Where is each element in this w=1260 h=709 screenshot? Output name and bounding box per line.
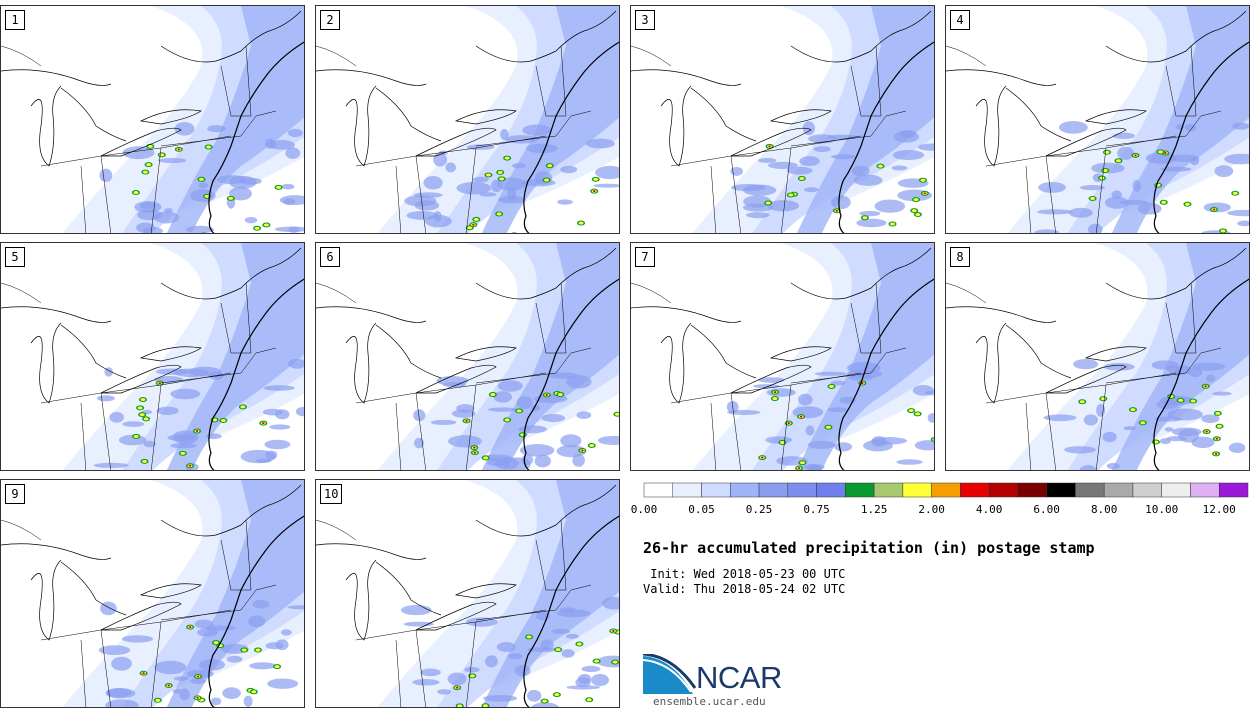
colorbar-tick-label: 10.00: [1145, 503, 1179, 516]
colorbar-swatch: [643, 482, 674, 498]
valid-time: Valid: Thu 2018-05-24 02 UTC: [643, 582, 846, 596]
member-panel-6: 6: [315, 242, 620, 471]
ncar-logo-text: NCAR: [696, 660, 782, 695]
chart-title: 26-hr accumulated precipitation (in) pos…: [643, 539, 1095, 557]
colorbar-swatch: [1132, 482, 1162, 498]
precip-map: [316, 480, 619, 707]
colorbar-swatch: [730, 482, 760, 498]
colorbar-tick-label: 0.25: [745, 503, 773, 516]
member-label: 4: [950, 10, 970, 30]
colorbar-swatch: [845, 482, 875, 498]
colorbar-tick-label: 0.05: [688, 503, 715, 516]
colorbar-swatch: [1161, 482, 1191, 498]
colorbar-tick-label: 0.00: [630, 503, 658, 516]
member-label: 1: [5, 10, 25, 30]
member-panel-3: 3: [630, 5, 935, 234]
colorbar-swatch: [931, 482, 961, 498]
precip-map: [1, 243, 304, 470]
colorbar-swatch: [988, 482, 1019, 498]
member-label: 7: [635, 247, 655, 267]
colorbar-tick-label: 2.00: [918, 503, 945, 516]
precip-map: [1, 480, 304, 707]
colorbar-swatch: [758, 482, 789, 498]
member-label: 8: [950, 247, 970, 267]
colorbar-swatch: [1075, 482, 1105, 498]
member-panel-9: 9: [0, 479, 305, 708]
colorbar-swatch: [1218, 482, 1249, 498]
site-url: ensemble.ucar.edu: [653, 695, 766, 708]
member-panel-4: 4: [945, 5, 1250, 234]
member-label: 10: [320, 484, 343, 504]
precip-map: [631, 6, 934, 233]
precip-map: [946, 6, 1249, 233]
colorbar-tick-label: 1.25: [860, 503, 888, 516]
precip-map: [316, 6, 619, 233]
member-label: 6: [320, 247, 340, 267]
precip-map: [1, 6, 304, 233]
precip-map: [316, 243, 619, 470]
colorbar-swatch: [1190, 482, 1220, 498]
colorbar-swatch: [960, 482, 990, 498]
member-label: 9: [5, 484, 25, 504]
colorbar-swatch: [902, 482, 932, 498]
colorbar-swatch: [1103, 482, 1134, 498]
colorbar-swatch: [1017, 482, 1047, 498]
colorbar-swatch: [701, 482, 731, 498]
colorbar-swatch: [816, 482, 846, 498]
precip-colorbar: [643, 482, 1249, 498]
member-panel-5: 5: [0, 242, 305, 471]
init-time: Init: Wed 2018-05-23 00 UTC: [643, 567, 846, 581]
colorbar-swatch: [873, 482, 904, 498]
colorbar-swatch: [787, 482, 817, 498]
member-label: 3: [635, 10, 655, 30]
member-panel-8: 8: [945, 242, 1250, 471]
member-panel-2: 2: [315, 5, 620, 234]
colorbar-swatch: [672, 482, 702, 498]
colorbar-tick-label: 4.00: [975, 503, 1003, 516]
member-panel-1: 1: [0, 5, 305, 234]
ncar-logo-icon: [643, 654, 697, 694]
colorbar-tick-label: 0.75: [803, 503, 830, 516]
precip-map: [946, 243, 1249, 470]
colorbar-swatch: [1046, 482, 1076, 498]
member-label: 5: [5, 247, 25, 267]
member-panel-10: 10: [315, 479, 620, 708]
colorbar-tick-label: 12.00: [1202, 503, 1236, 516]
member-panel-7: 7: [630, 242, 935, 471]
member-label: 2: [320, 10, 340, 30]
precip-map: [631, 243, 934, 470]
colorbar-tick-label: 8.00: [1090, 503, 1118, 516]
colorbar-tick-label: 6.00: [1033, 503, 1060, 516]
